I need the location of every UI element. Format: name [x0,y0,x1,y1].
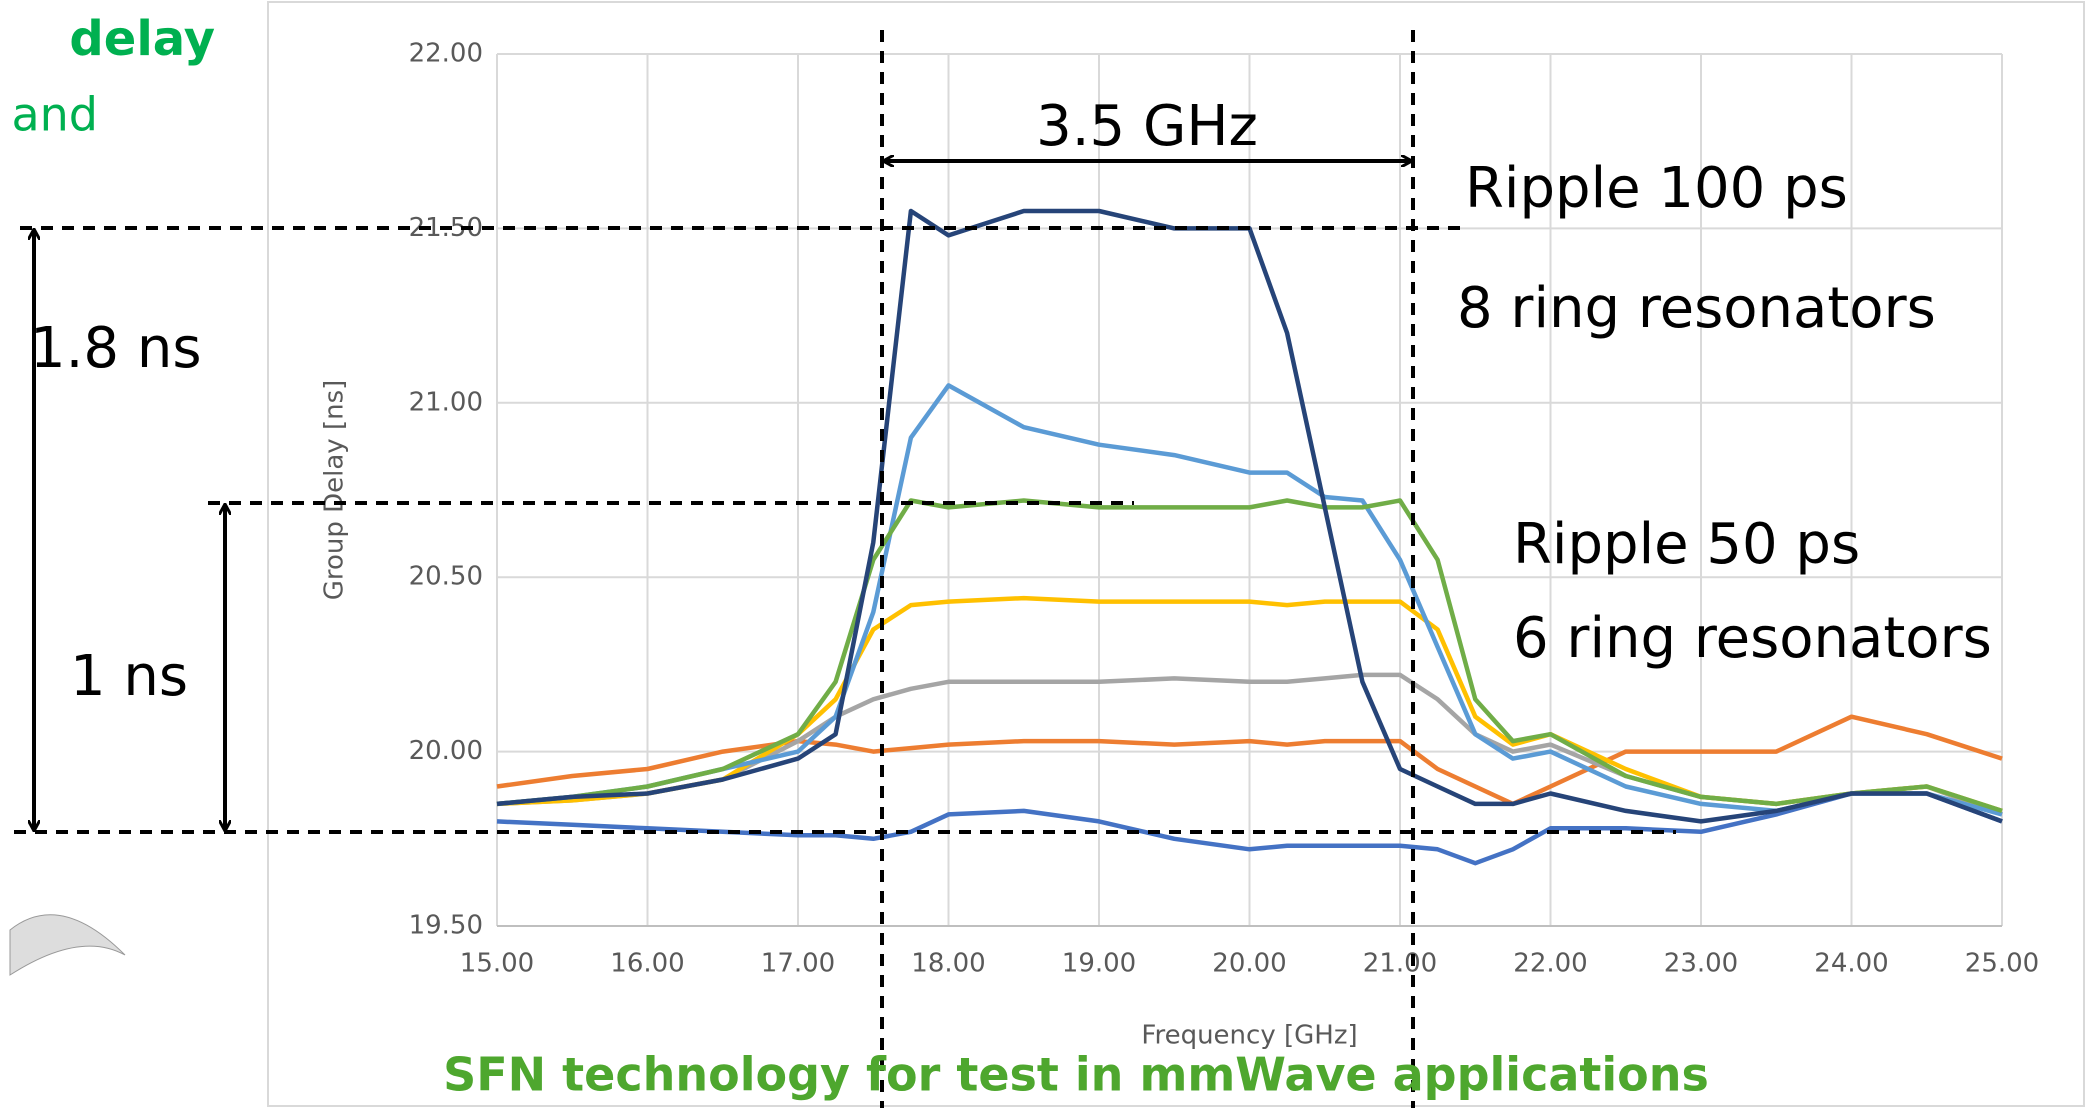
x-tick-label: 17.00 [761,949,835,979]
x-axis-label: Frequency [GHz] [1141,1021,1357,1051]
annotation: 8 ring resonators [1457,276,1936,341]
x-tick-label: 21.00 [1363,949,1437,979]
annotation: 3.5 GHz [1036,94,1258,159]
x-tick-label: 23.00 [1664,949,1738,979]
x-tick-label: 19.00 [1062,949,1136,979]
slide-footer: SFN technology for test in mmWave applic… [443,1048,1709,1102]
annotation: 1.8 ns [30,316,202,381]
x-tick-label: 25.00 [1965,949,2039,979]
x-tick-label: 22.00 [1513,949,1587,979]
annotation: Ripple 50 ps [1513,512,1860,577]
slide-heading: and [11,88,98,142]
y-axis-label: Group Delay [ns] [320,380,350,601]
x-tick-label: 18.00 [911,949,985,979]
y-tick-label: 20.50 [409,562,483,592]
annotation: 6 ring resonators [1513,606,1992,671]
y-tick-label: 21.00 [409,387,483,417]
y-tick-label: 20.00 [409,736,483,766]
x-tick-label: 24.00 [1814,949,1888,979]
slide: delay and 19.5020.0020.5021.0021.5022.00… [0,0,2094,1108]
y-tick-label: 22.00 [409,39,483,69]
x-tick-label: 20.00 [1212,949,1286,979]
decoration [10,915,125,975]
y-tick-label: 19.50 [409,911,483,941]
annotation: Ripple 100 ps [1465,156,1848,221]
x-tick-label: 15.00 [460,949,534,979]
slide-heading: delay [69,11,215,67]
annotation: 1 ns [70,644,188,709]
x-tick-label: 16.00 [610,949,684,979]
